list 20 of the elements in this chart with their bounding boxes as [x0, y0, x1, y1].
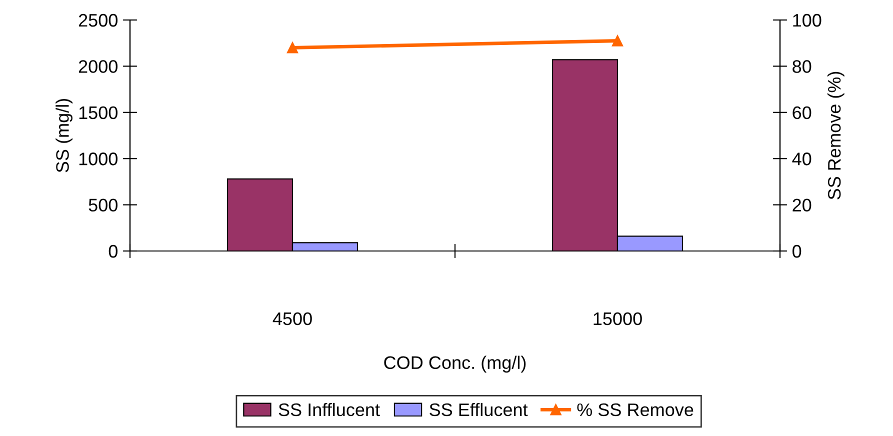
y-axis-title: SS (mg/l) [56, 99, 72, 172]
legend-label: % SS Remove [577, 403, 694, 416]
y-tick-label: 1500 [79, 106, 118, 120]
y2-tick-label: 0 [792, 244, 802, 258]
y-tick-label: 2500 [78, 14, 118, 27]
y2-tick-label: 60 [792, 106, 812, 120]
y-tick-label: 0 [108, 244, 118, 258]
legend-label: SS Infflucent [278, 402, 380, 416]
legend-label: SS Efflucent [430, 402, 528, 416]
y2-tick-label: 80 [792, 60, 812, 73]
y2-tick-label: 20 [792, 198, 812, 212]
x-tick-label: 15000 [594, 312, 642, 326]
y-tick-label: 500 [88, 198, 118, 212]
x-tick-label: 4500 [272, 312, 312, 326]
y-tick-label: 1000 [79, 152, 118, 166]
y-tick-label: 2000 [78, 60, 118, 73]
y2-axis-title: SS Remove (%) [827, 72, 844, 200]
y2-tick-label: 100 [793, 14, 822, 27]
y2-tick-label: 40 [792, 152, 812, 166]
x-axis-title: COD Conc. (mg/l) [384, 356, 526, 373]
